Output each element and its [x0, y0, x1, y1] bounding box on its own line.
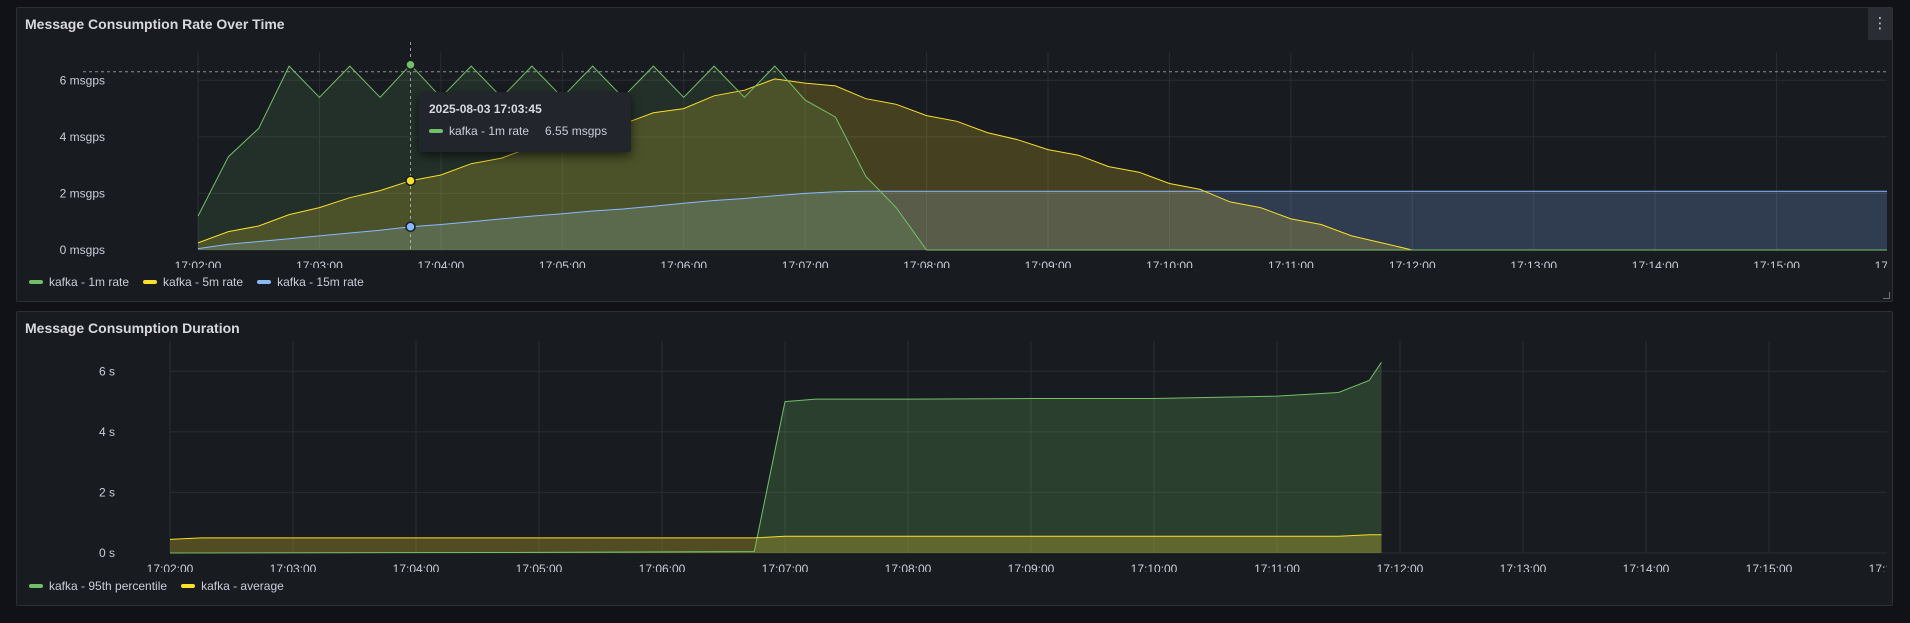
tooltip-row: kafka - 1m rate 6.55 msgps [429, 124, 621, 138]
tooltip-series: kafka - 1m rate [449, 124, 530, 138]
y-tick-label: 0 s [99, 546, 115, 560]
y-tick-label: 4 msgps [60, 130, 105, 144]
series-line [197, 190, 1887, 250]
x-tick-label: 17:02:00 [175, 259, 222, 268]
series-line [197, 63, 1887, 251]
plot-area: 17:02:00 17:03:00 17:04:00 17:05:00 17:06:00… [147, 341, 1894, 572]
resize-handle-icon[interactable] [1883, 292, 1890, 299]
legend-swatch [181, 584, 196, 588]
series-area [198, 191, 1887, 250]
x-tick-label: 17:16:00 [1869, 562, 1894, 572]
x-tick-label: 17:10:00 [1146, 259, 1193, 268]
x-tick-label: 17:14:00 [1632, 259, 1679, 268]
legend-swatch [29, 584, 43, 588]
rate-legend: kafka - 1m rate kafka - 5m rate kafka - … [29, 275, 364, 289]
series-area [170, 534, 1382, 553]
legend-item-1m-rate[interactable]: kafka - 1m rate [29, 275, 129, 289]
x-tick-label: 17:03:00 [270, 562, 317, 572]
series-area [170, 362, 1382, 553]
legend-label: kafka - 5m rate [163, 275, 244, 289]
rate-panel-title: Message Consumption Rate Over Time [25, 16, 285, 32]
x-tick-label: 17:05:00 [516, 562, 563, 572]
legend-label: kafka - 15m rate [277, 275, 364, 289]
x-tick-label: 17:10:00 [1131, 562, 1178, 572]
y-tick-label: 0 msgps [60, 243, 105, 257]
kebab-menu-icon[interactable]: ⋮ [1868, 8, 1892, 40]
chart-tooltip: 2025-08-03 17:03:45 kafka - 1m rate 6.55… [419, 92, 631, 152]
x-tick-label: 17:04:00 [417, 259, 464, 268]
x-tick-label: 17:05:00 [539, 259, 586, 268]
tooltip-swatch [429, 129, 443, 133]
x-tick-label: 17:13:00 [1500, 562, 1547, 572]
legend-item-15m-rate[interactable]: kafka - 15m rate [257, 275, 364, 289]
duration-legend: kafka - 95th percentile kafka - average [29, 579, 284, 593]
hover-point [405, 221, 416, 233]
plot-area: 17:02:00 17:03:00 17:04:00 17:05:00 17:06:00… [83, 42, 1894, 268]
duration-chart[interactable]: 17:02:00 17:03:00 17:04:00 17:05:00 17:06:00… [17, 312, 1894, 572]
x-tick-label: 17:14:00 [1623, 562, 1670, 572]
y-tick-label: 2 s [99, 485, 115, 499]
x-tick-label: 17:13:00 [1510, 259, 1557, 268]
x-tick-label: 17:07:00 [782, 259, 829, 268]
x-tick-label: 17:12:00 [1389, 259, 1436, 268]
series-line [197, 78, 1887, 251]
x-tick-label: 17:06:00 [660, 259, 707, 268]
x-tick-label: 17:11:00 [1254, 562, 1300, 572]
legend-swatch [29, 280, 43, 284]
series-line [169, 361, 1382, 554]
x-tick-label: 17:15:00 [1753, 259, 1800, 268]
y-tick-label: 4 s [99, 425, 115, 439]
x-tick-label: 17:15:00 [1746, 562, 1793, 572]
hover-point [405, 59, 416, 70]
legend-swatch [143, 280, 158, 284]
y-tick-label: 2 msgps [60, 186, 105, 200]
x-tick-label: 17:11:00 [1268, 259, 1314, 268]
duration-panel: 17:02:00 17:03:00 17:04:00 17:05:00 17:06:00… [16, 311, 1893, 606]
x-tick-label: 17:07:00 [762, 562, 809, 572]
legend-item-average[interactable]: kafka - average [181, 579, 284, 593]
tooltip-value: 6.55 msgps [545, 124, 608, 138]
series-area [198, 78, 1887, 250]
x-tick-label: 17:08:00 [885, 562, 932, 572]
x-tick-label: 17:04:00 [393, 562, 440, 572]
x-tick-label: 17:06:00 [639, 562, 686, 572]
legend-label: kafka - 1m rate [49, 275, 130, 289]
legend-item-5m-rate[interactable]: kafka - 5m rate [143, 275, 243, 289]
legend-item-95th-percentile[interactable]: kafka - 95th percentile [29, 579, 167, 593]
rate-panel: 17:02:00 17:03:00 17:04:00 17:05:00 17:06:00… [16, 7, 1893, 302]
tooltip-time: 2025-08-03 17:03:45 [429, 102, 542, 116]
legend-label: kafka - average [201, 579, 284, 593]
x-tick-label: 17:03:00 [296, 259, 343, 268]
x-tick-label: 17:09:00 [1008, 562, 1055, 572]
rate-chart[interactable]: 17:02:00 17:03:00 17:04:00 17:05:00 17:06:00… [17, 8, 1894, 268]
legend-swatch [257, 280, 272, 284]
x-tick-label: 17:12:00 [1377, 562, 1424, 572]
x-tick-label: 17:02:00 [147, 562, 194, 572]
hover-point [405, 175, 416, 186]
duration-panel-title: Message Consumption Duration [25, 320, 240, 336]
x-tick-label: 17:09:00 [1025, 259, 1072, 268]
x-tick-label: 17:16:00 [1875, 259, 1894, 268]
y-tick-label: 6 s [99, 364, 115, 378]
x-tick-label: 17:08:00 [903, 259, 950, 268]
series-line [169, 534, 1382, 540]
y-tick-label: 6 msgps [60, 73, 105, 87]
legend-label: kafka - 95th percentile [49, 579, 168, 593]
